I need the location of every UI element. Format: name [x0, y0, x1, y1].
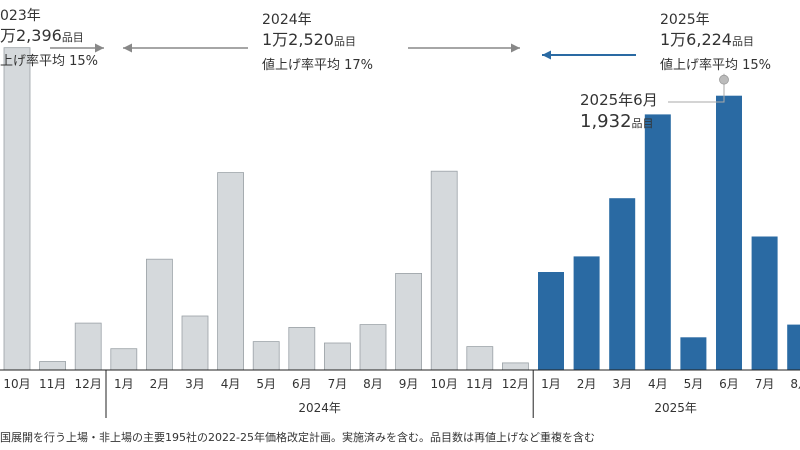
summary-2023-year: 023年: [0, 8, 41, 24]
tick-label-3: 1月: [114, 377, 134, 391]
bar-12: [430, 170, 458, 371]
summary-2025: 2025年 1万6,224品目 値上げ率平均 15%: [660, 12, 771, 74]
bar-14: [501, 362, 529, 371]
footnote: 国展開を行う上場・非上場の主要195社の2022-25年価格改定計画。実施済みを…: [0, 431, 595, 444]
summary-2024: 2024年 1万2,520品目 値上げ率平均 17%: [262, 12, 373, 74]
arrow-2023-right-head: [95, 43, 104, 53]
summary-2023-rate: 上げ率平均 15%: [0, 53, 99, 69]
axis-layer: 10月 11月 12月 1月 2月 3月 4月 5月 6月 7月 8月 9月 10月 11月 12月 1月 2月…: [0, 369, 800, 418]
tick-label-19: 5月: [684, 377, 704, 391]
tick-label-20: 6月: [719, 377, 739, 391]
group-label-1: 2024年: [298, 401, 341, 415]
tick-label-9: 7月: [328, 377, 348, 391]
bar-7: [252, 341, 280, 371]
bar-16: [573, 256, 600, 370]
tick-label-17: 3月: [612, 377, 632, 391]
summary-2023: 023年 万2,396品目 上げ率平均 15%: [0, 8, 98, 70]
tick-label-14: 12月: [502, 377, 529, 391]
callout-leader-line: [668, 73, 725, 103]
callout-value: 1,932品目: [580, 111, 654, 133]
summary-2024-rate: 値上げ率平均 17%: [262, 57, 374, 73]
callout-dot: [719, 74, 729, 85]
bar-6: [217, 172, 245, 371]
bar-8: [288, 326, 316, 371]
bar-1: [39, 361, 66, 371]
tick-label-13: 11月: [466, 377, 493, 391]
summary-2023-count: 万2,396品目: [0, 25, 84, 45]
bar-10: [359, 324, 387, 371]
callout-date: 2025年6月: [580, 91, 658, 109]
bar-22: [787, 324, 800, 370]
tick-label-16: 2月: [577, 377, 597, 391]
period-arrows: [50, 43, 636, 60]
bar-2: [74, 322, 102, 371]
tick-label-11: 9月: [399, 377, 419, 391]
tick-label-5: 3月: [185, 377, 205, 391]
tick-label-12: 10月: [431, 377, 458, 391]
bar-20: [716, 95, 742, 370]
summary-2024-count: 1万2,520品目: [262, 29, 356, 49]
summary-2025-rate: 値上げ率平均 15%: [660, 57, 772, 73]
tick-label-4: 2月: [150, 377, 170, 391]
tick-label-22: 8月: [790, 377, 800, 391]
bar-11: [395, 272, 423, 371]
bar-0: [3, 47, 31, 371]
bar-5: [181, 315, 209, 371]
group-label-2: 2025年: [654, 401, 697, 415]
bar-21: [751, 236, 778, 370]
tick-label-2: 12月: [75, 377, 102, 391]
arrow-2024-right-head: [511, 43, 520, 53]
arrow-2024-left-head: [123, 43, 132, 53]
tick-label-1: 11月: [39, 377, 66, 391]
tick-label-8: 6月: [292, 377, 312, 391]
bar-9: [323, 342, 351, 371]
bar-4: [145, 258, 173, 371]
callout-leader: [668, 73, 729, 103]
bar-13: [466, 346, 494, 371]
bar-3: [110, 348, 138, 371]
bar-17: [609, 198, 636, 370]
bar-18: [644, 114, 671, 371]
bar-15: [538, 272, 564, 370]
summary-2025-year: 2025年: [660, 12, 710, 28]
tick-label-15: 1月: [541, 377, 561, 391]
bars-layer: [3, 47, 800, 371]
tick-label-6: 4月: [221, 377, 241, 391]
tick-label-0: 10月: [3, 377, 30, 391]
arrow-2025-left-head: [542, 50, 551, 60]
summary-2024-year: 2024年: [262, 12, 312, 28]
tick-label-7: 5月: [256, 377, 276, 391]
peak-callout: 2025年6月 1,932品目: [580, 90, 658, 135]
tick-label-21: 7月: [755, 377, 775, 391]
summary-2025-count: 1万6,224品目: [660, 29, 754, 49]
tick-label-18: 4月: [648, 377, 668, 391]
tick-label-10: 8月: [363, 377, 383, 391]
bar-19: [680, 337, 707, 370]
